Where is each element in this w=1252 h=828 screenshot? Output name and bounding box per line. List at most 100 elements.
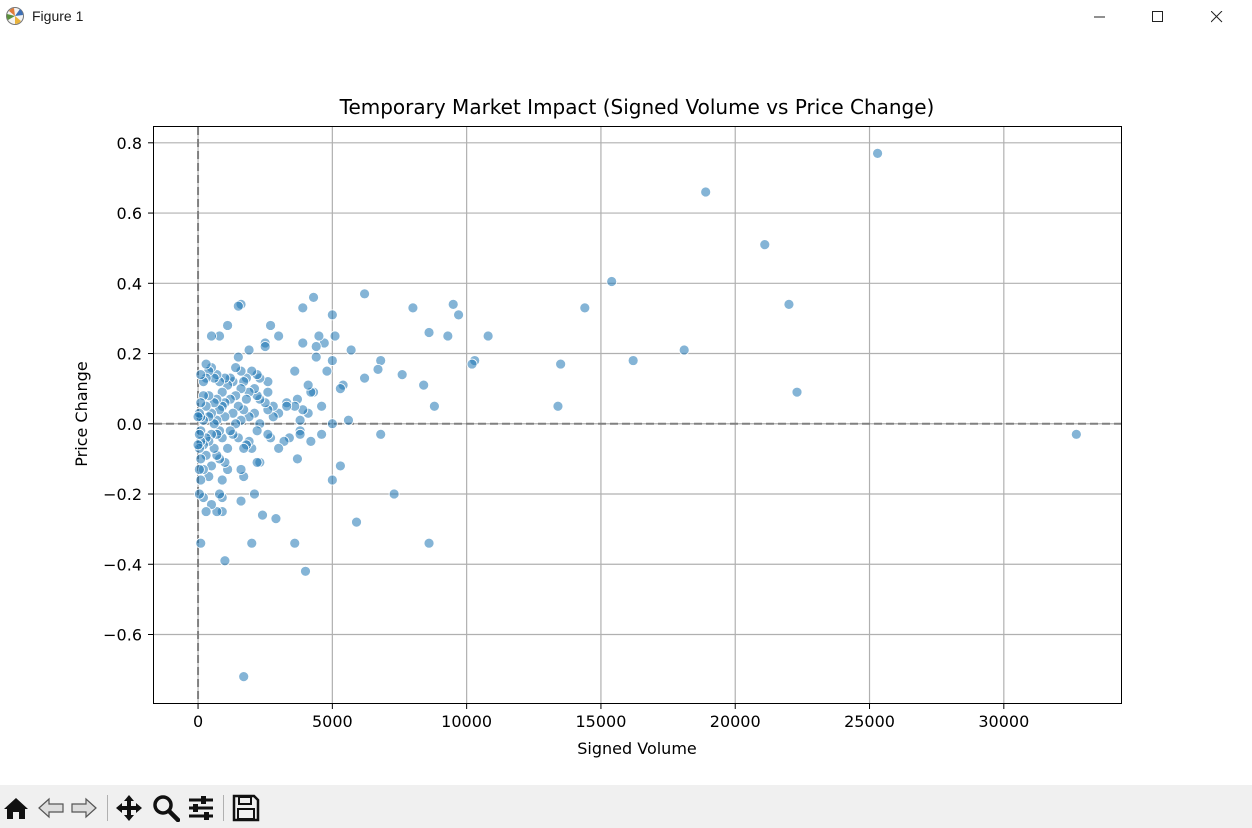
data-point	[429, 400, 440, 412]
zoom-icon	[153, 795, 180, 822]
save-button[interactable]	[231, 793, 261, 823]
y-tick-label: −0.2	[103, 485, 142, 504]
home-button[interactable]	[1, 793, 31, 823]
data-point	[289, 365, 301, 377]
data-point	[222, 442, 233, 454]
data-point	[335, 383, 346, 395]
data-point	[238, 671, 250, 683]
y-tick-label: −0.6	[103, 626, 142, 645]
data-point	[482, 330, 494, 342]
y-axis-ticks: 0.8 0.6 0.4 0.2 0.0 −0.2 −0.4 −0.6	[103, 134, 154, 645]
data-point	[310, 351, 322, 363]
close-button[interactable]	[1188, 0, 1246, 34]
data-point	[195, 474, 207, 486]
data-point	[1070, 428, 1082, 440]
minimize-icon	[1094, 16, 1105, 18]
data-point	[235, 495, 247, 507]
data-point	[343, 414, 354, 426]
data-point	[251, 457, 263, 468]
data-point	[246, 537, 258, 549]
y-tick-label: 0.8	[117, 134, 142, 153]
maximize-button[interactable]	[1129, 0, 1187, 34]
data-point	[359, 288, 370, 300]
data-point	[442, 330, 454, 342]
data-point	[297, 302, 309, 314]
chart-title: Temporary Market Impact (Signed Volume v…	[339, 95, 935, 119]
configure-subplots-button[interactable]	[186, 793, 216, 823]
figure-canvas[interactable]: 0 5000 10000 15000 20000 25000 30000 0.8 0.6 0.4…	[0, 34, 1252, 785]
data-point	[418, 379, 430, 391]
data-point	[214, 488, 225, 500]
data-point	[396, 369, 408, 381]
data-point	[222, 320, 233, 331]
data-point	[316, 400, 328, 412]
data-point	[372, 363, 384, 375]
move-icon	[116, 795, 142, 821]
back-button[interactable]	[36, 793, 66, 823]
data-point	[249, 488, 260, 500]
matplotlib-app-icon	[6, 7, 24, 25]
data-point	[326, 474, 338, 486]
data-point	[552, 400, 564, 412]
data-point	[555, 358, 567, 370]
data-point	[262, 428, 274, 440]
data-point	[270, 513, 282, 525]
data-point	[872, 147, 883, 159]
data-point	[302, 379, 314, 391]
data-point	[193, 464, 205, 475]
y-tick-label: 0.0	[117, 415, 142, 434]
data-point	[262, 386, 274, 398]
data-point	[310, 341, 322, 352]
pan-button[interactable]	[114, 793, 144, 823]
data-point	[453, 309, 464, 321]
data-point	[388, 488, 400, 500]
data-point	[579, 302, 591, 314]
data-point	[294, 414, 306, 426]
data-point	[335, 460, 346, 472]
data-point	[193, 488, 205, 500]
data-point	[243, 344, 255, 356]
x-tick-label: 30000	[978, 712, 1029, 731]
x-tick-label: 10000	[441, 712, 492, 731]
data-point	[219, 555, 231, 567]
data-point	[195, 453, 207, 465]
window-title: Figure 1	[32, 8, 84, 24]
data-point	[240, 393, 252, 405]
y-tick-label: 0.6	[117, 204, 142, 223]
data-point	[273, 442, 285, 454]
data-point	[375, 428, 387, 440]
navigation-toolbar	[0, 785, 1252, 828]
forward-button[interactable]	[69, 793, 99, 823]
data-point	[192, 411, 204, 423]
data-point	[192, 439, 204, 451]
data-point	[235, 464, 247, 475]
zoom-button[interactable]	[151, 793, 181, 823]
data-point	[359, 372, 370, 384]
data-point	[193, 428, 205, 440]
data-point	[326, 309, 338, 321]
data-point	[759, 239, 771, 251]
data-point	[200, 506, 212, 517]
axes-frame	[153, 126, 1122, 704]
sliders-icon	[189, 796, 213, 820]
minimize-button[interactable]	[1071, 0, 1129, 34]
y-tick-label: 0.2	[117, 345, 142, 364]
data-point	[678, 344, 690, 356]
x-tick-label: 0	[193, 712, 203, 731]
data-point	[300, 565, 311, 577]
data-point	[294, 428, 306, 440]
data-point	[232, 351, 244, 363]
data-point	[238, 442, 250, 454]
data-point	[407, 302, 419, 314]
data-point	[224, 425, 236, 437]
data-point	[466, 358, 478, 370]
data-point	[265, 320, 276, 331]
data-points	[192, 147, 1082, 683]
data-point	[289, 537, 301, 549]
data-point	[292, 453, 303, 465]
data-point	[321, 365, 333, 377]
back-arrow-icon	[38, 797, 64, 819]
data-point	[305, 435, 317, 447]
toolbar-separator	[223, 795, 224, 821]
forward-arrow-icon	[71, 797, 97, 819]
